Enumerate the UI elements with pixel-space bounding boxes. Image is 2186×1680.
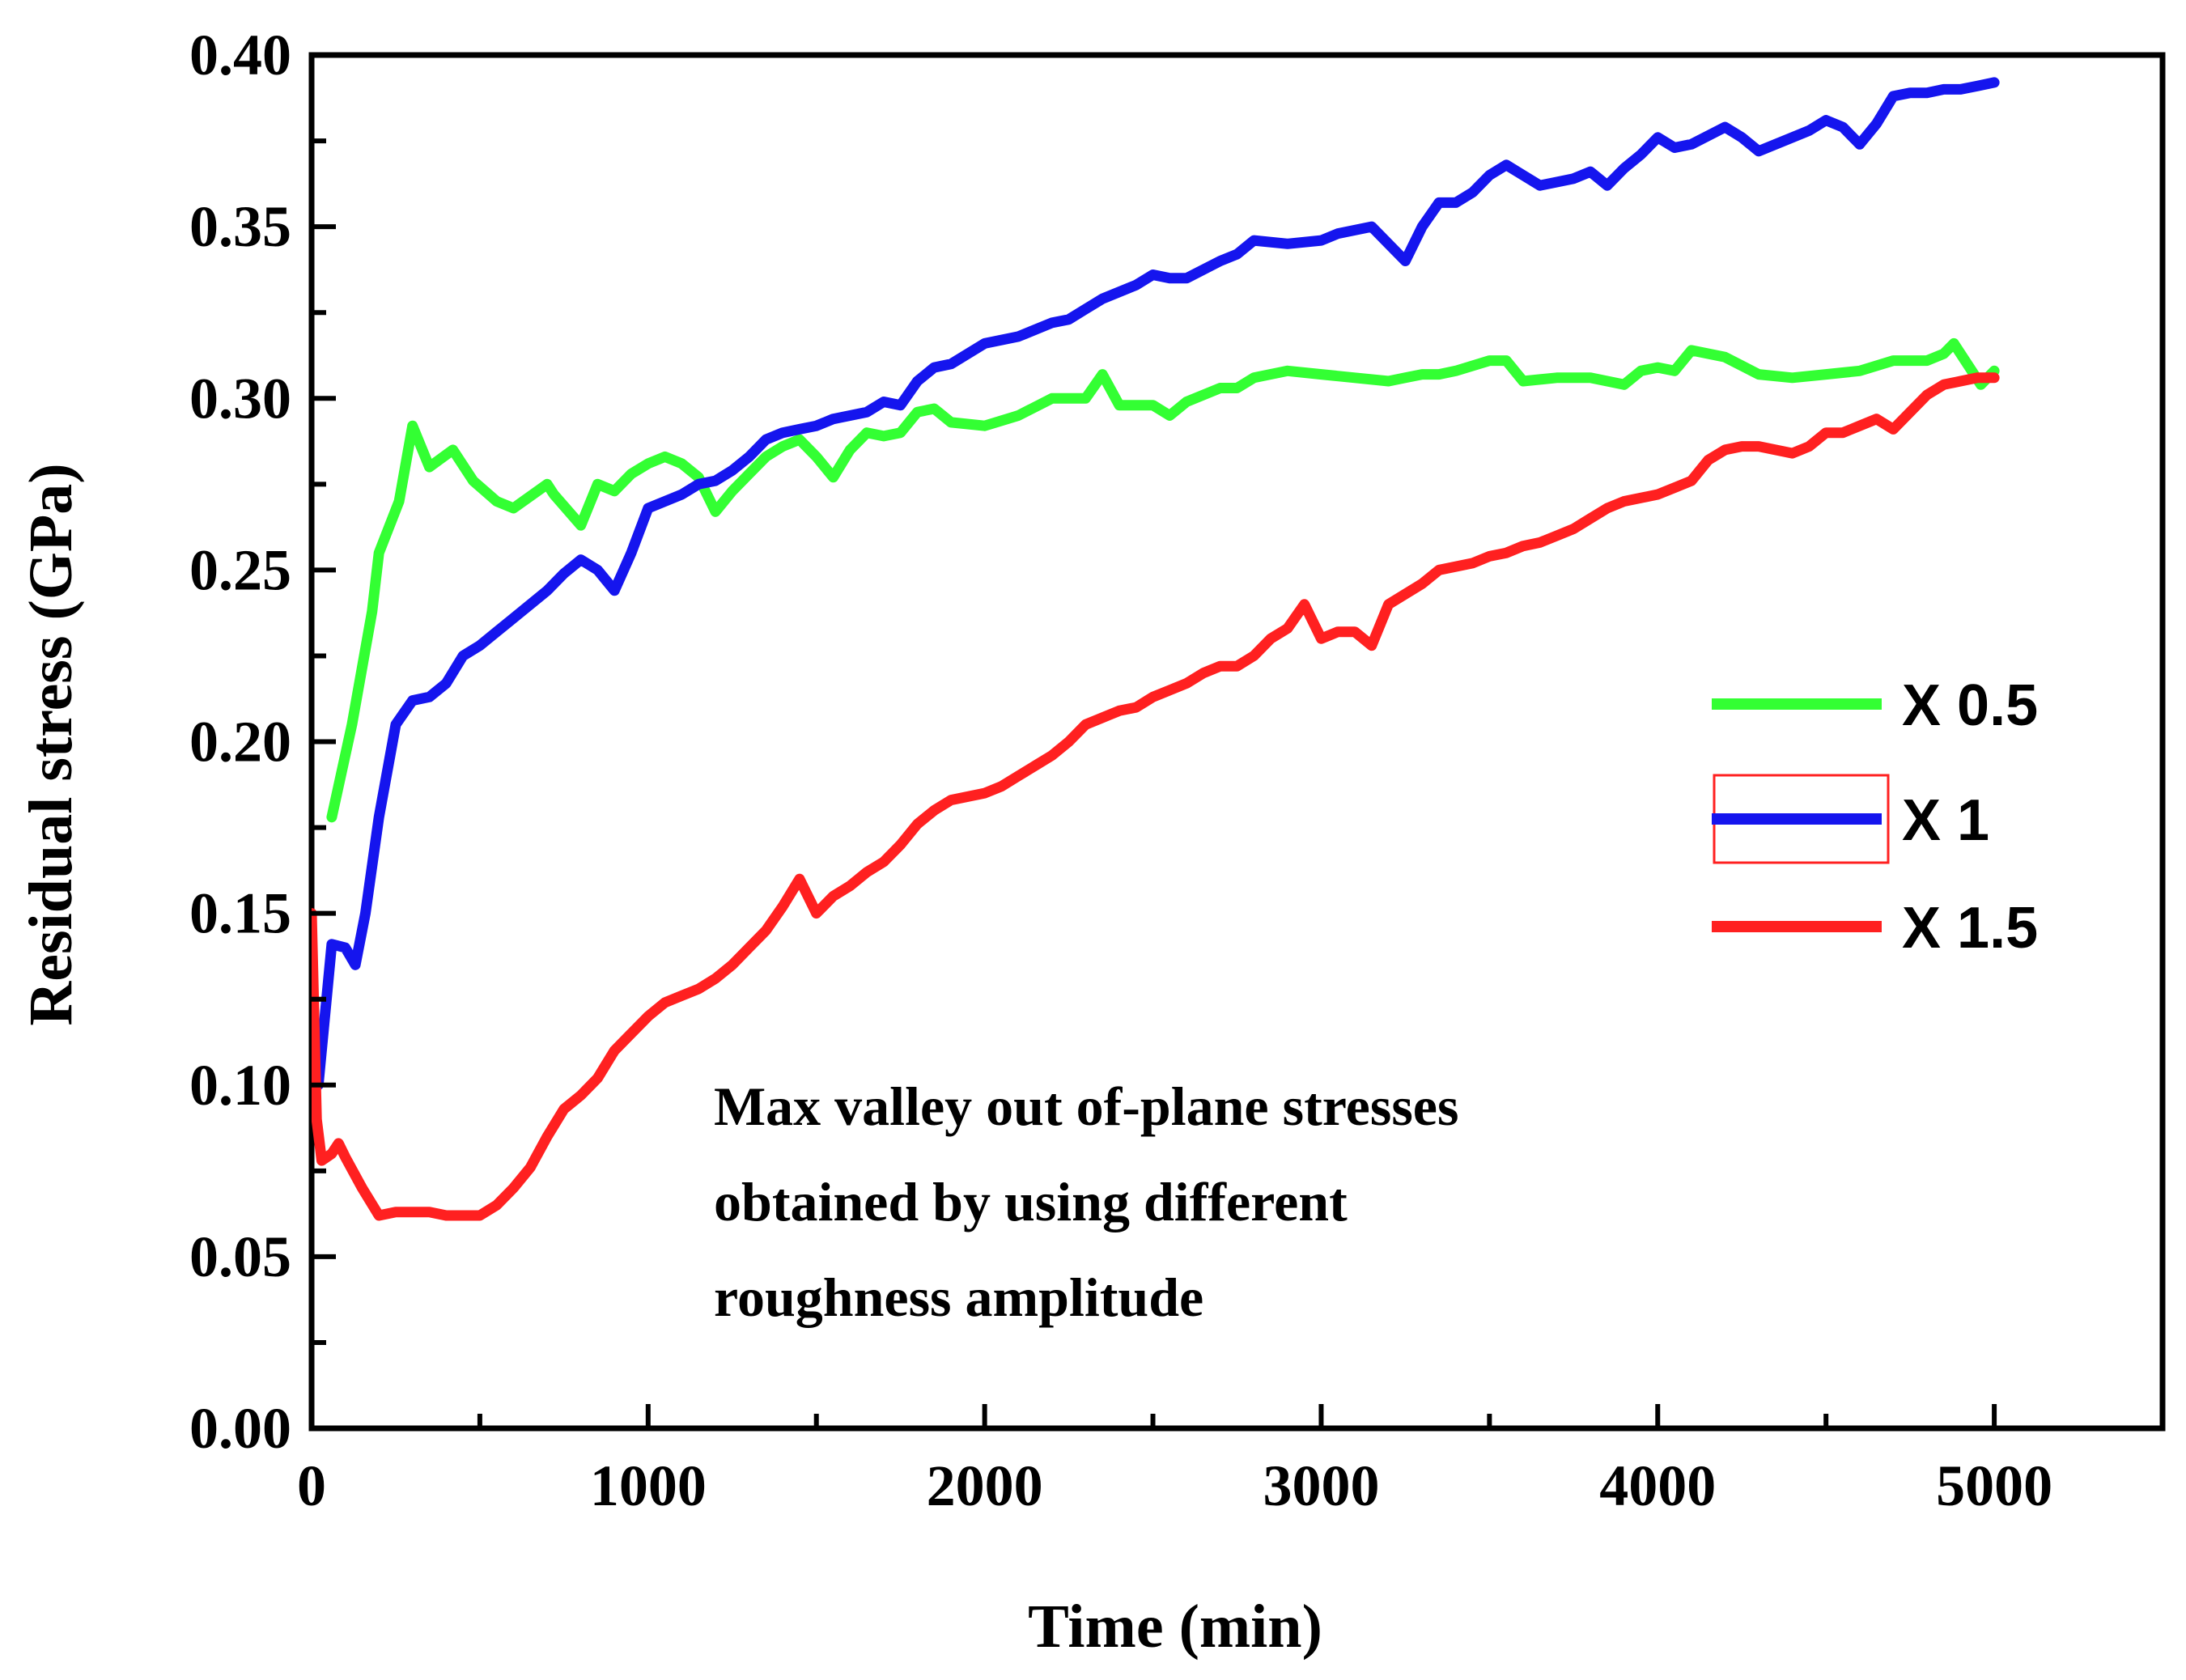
x-axis: 0 1000 2000 3000 4000 5000	[297, 1404, 2165, 1518]
annotation: Max valley out of-plane stresses obtaine…	[714, 1075, 1458, 1328]
x-axis-title: Time (min)	[1028, 1593, 1322, 1661]
x-tick-label: 5000	[1936, 1453, 2052, 1518]
series-line-x0.5	[326, 337, 2000, 823]
y-tick-label: 0.10	[189, 1053, 291, 1118]
annotation-line: Max valley out of-plane stresses	[714, 1075, 1458, 1137]
y-tick-label: 0.00	[189, 1396, 291, 1461]
legend-label-x0.5: X 0.5	[1902, 673, 2038, 738]
x-tick-label: 4000	[1599, 1453, 1716, 1518]
series-layer	[312, 77, 2000, 1221]
annotation-line: obtained by using different	[714, 1171, 1348, 1232]
y-axis: 0.00 0.05 0.10 0.15 0.20 0.25 0.30 0.35 0.40	[189, 23, 336, 1461]
y-tick-label: 0.20	[189, 710, 291, 774]
y-tick-label: 0.15	[189, 881, 291, 946]
y-tick-label: 0.05	[189, 1224, 291, 1289]
legend-label-x1.5: X 1.5	[1902, 896, 2038, 961]
annotation-line: roughness amplitude	[714, 1266, 1203, 1328]
series-line-x1	[312, 77, 2000, 1091]
y-tick-label: 0.40	[189, 23, 291, 87]
x-tick-label: 0	[297, 1453, 326, 1518]
legend-label-x1: X 1	[1902, 788, 1989, 853]
x-tick-label: 1000	[590, 1453, 707, 1518]
y-tick-label: 0.30	[189, 366, 291, 431]
y-tick-label: 0.25	[189, 537, 291, 602]
y-axis-title: Residual stress (GPa)	[17, 463, 85, 1025]
x-tick-label: 3000	[1263, 1453, 1379, 1518]
x-tick-label: 2000	[927, 1453, 1043, 1518]
series-line-x1.5	[312, 372, 2000, 1221]
legend: X 0.5 X 1 X 1.5	[1712, 673, 2038, 961]
y-tick-label: 0.35	[189, 194, 291, 259]
